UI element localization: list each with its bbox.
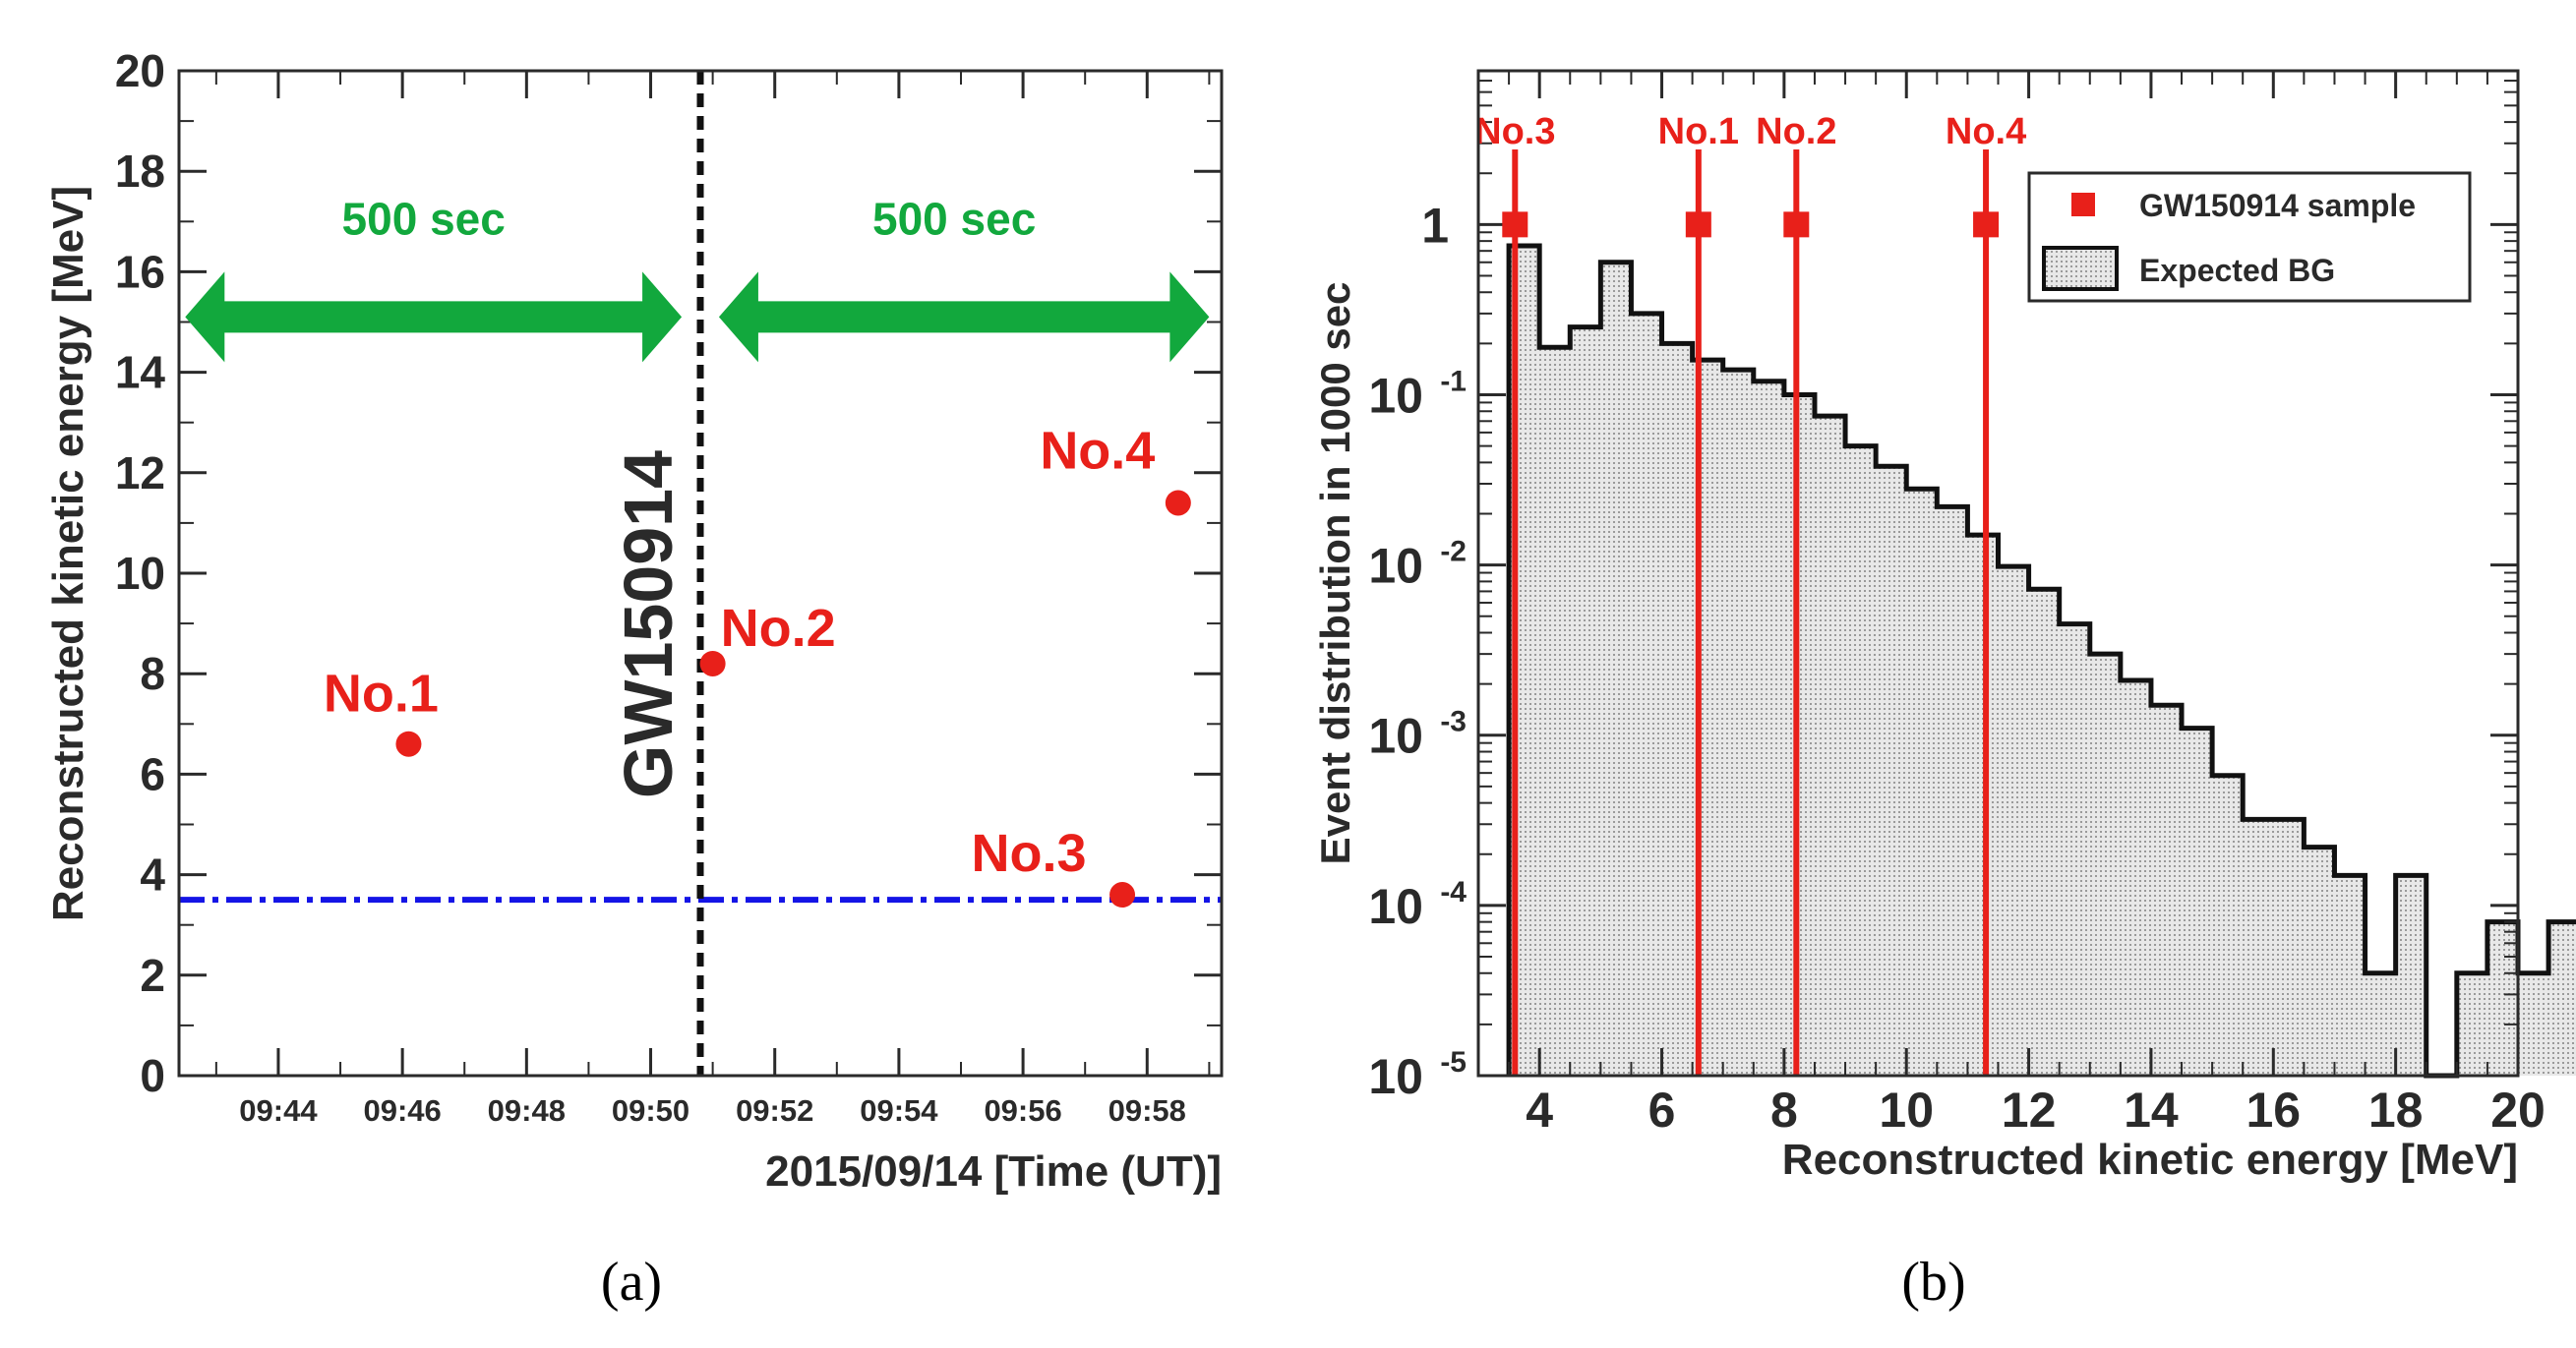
event-point: [1109, 882, 1136, 908]
x-tick-label: 09:46: [363, 1093, 441, 1128]
sample-marker: [1502, 211, 1528, 238]
y-tick-label: 4: [140, 850, 165, 901]
x-tick-label: 10: [1879, 1083, 1934, 1138]
y-tick-exponent: -1: [1440, 365, 1467, 397]
x-tick-label: 18: [2368, 1083, 2424, 1138]
sample-label: No.2: [1756, 111, 1836, 152]
panel-b-x-axis-label: Reconstructed kinetic energy [MeV]: [1782, 1136, 2518, 1184]
x-tick-label: 16: [2246, 1083, 2301, 1138]
x-tick-label: 20: [2490, 1083, 2546, 1138]
x-tick-label: 8: [1770, 1083, 1798, 1138]
sample-label: No.1: [1658, 111, 1739, 152]
y-tick-exponent: -4: [1440, 876, 1467, 908]
y-tick-label: 10: [1368, 879, 1423, 934]
legend-sample-label: GW150914 sample: [2139, 188, 2416, 223]
y-tick-exponent: -5: [1440, 1046, 1467, 1079]
event-point-label: No.1: [324, 665, 439, 724]
y-tick-label: 16: [115, 246, 165, 297]
window-label: 500 sec: [342, 193, 506, 244]
x-tick-label: 09:50: [612, 1093, 689, 1128]
panel-a-frame: [177, 69, 1224, 1078]
window-arrow: [718, 271, 1210, 363]
expected-bg-histogram-fill: [1509, 245, 2576, 1076]
x-tick-label: 6: [1648, 1083, 1676, 1138]
panel-b-y-axis-label: Event distribution in 1000 sec: [1312, 282, 1358, 865]
x-tick-label: 09:52: [736, 1093, 813, 1128]
y-tick-label: 18: [115, 146, 165, 197]
sample-label: No.3: [1474, 111, 1555, 152]
x-tick-label: 09:58: [1108, 1093, 1186, 1128]
event-point-label: No.2: [721, 599, 836, 658]
y-tick-label: 14: [115, 347, 166, 398]
y-tick-label: 10: [1368, 368, 1423, 423]
y-tick-label: 0: [140, 1050, 165, 1101]
x-tick-label: 4: [1526, 1083, 1553, 1138]
y-tick-label: 10: [115, 548, 165, 599]
x-tick-label: 12: [2002, 1083, 2057, 1138]
sample-marker: [1973, 211, 2000, 238]
y-tick-label: 6: [140, 748, 165, 799]
panel-b-frame: [1476, 69, 2520, 1078]
legend-sample-marker: [2071, 193, 2095, 216]
y-tick-label: 1: [1421, 198, 1449, 253]
panel-a-caption: (a): [601, 1252, 662, 1313]
y-tick-exponent: -3: [1440, 706, 1467, 738]
event-point: [1165, 490, 1191, 516]
y-tick-label: 10: [1368, 539, 1423, 594]
x-tick-label: 09:48: [488, 1093, 566, 1128]
event-point: [699, 650, 726, 676]
window-arrow: [185, 271, 683, 363]
window-label: 500 sec: [872, 193, 1036, 244]
sample-marker: [1783, 211, 1810, 238]
event-point-label: No.4: [1040, 421, 1155, 480]
y-tick-label: 20: [115, 45, 165, 96]
y-tick-label: 10: [1368, 1049, 1423, 1104]
event-point-label: No.3: [972, 824, 1087, 883]
panel-b: 10 -5 10 -4 10 -3 10 -2 10 -1 1 4 6 8 10 12 14 16 18 20 No…: [1312, 69, 2576, 1313]
x-tick-label: 09:44: [239, 1093, 318, 1128]
legend: GW150914 sample Expected BG: [2027, 171, 2472, 303]
y-tick-label: 12: [115, 447, 165, 498]
x-tick-label: 09:54: [860, 1093, 938, 1128]
panel-a: 0 2 4 6 8 10 12 14 16 18 20 09:44 09:46 09:48 09:50 09…: [44, 45, 1224, 1313]
expected-bg-histogram: [1506, 243, 2576, 1079]
y-tick-label: 8: [140, 648, 165, 699]
legend-bg-swatch: [2042, 246, 2119, 291]
panel-a-y-axis-label: Reconstructed kinetic energy [MeV]: [44, 186, 92, 921]
panel-b-caption: (b): [1901, 1252, 1965, 1313]
panel-a-x-axis-label: 2015/09/14 [Time (UT)]: [765, 1147, 1222, 1196]
event-point: [395, 731, 422, 757]
y-tick-label: 2: [140, 950, 165, 1001]
y-tick-label: 10: [1368, 709, 1423, 764]
sample-label: No.4: [1946, 111, 2026, 152]
x-tick-label: 14: [2124, 1083, 2179, 1138]
y-tick-exponent: -2: [1440, 536, 1467, 568]
x-tick-label: 09:56: [984, 1093, 1061, 1128]
legend-bg-label: Expected BG: [2139, 253, 2335, 288]
event-label: GW150914: [610, 450, 687, 798]
sample-marker: [1685, 211, 1711, 238]
